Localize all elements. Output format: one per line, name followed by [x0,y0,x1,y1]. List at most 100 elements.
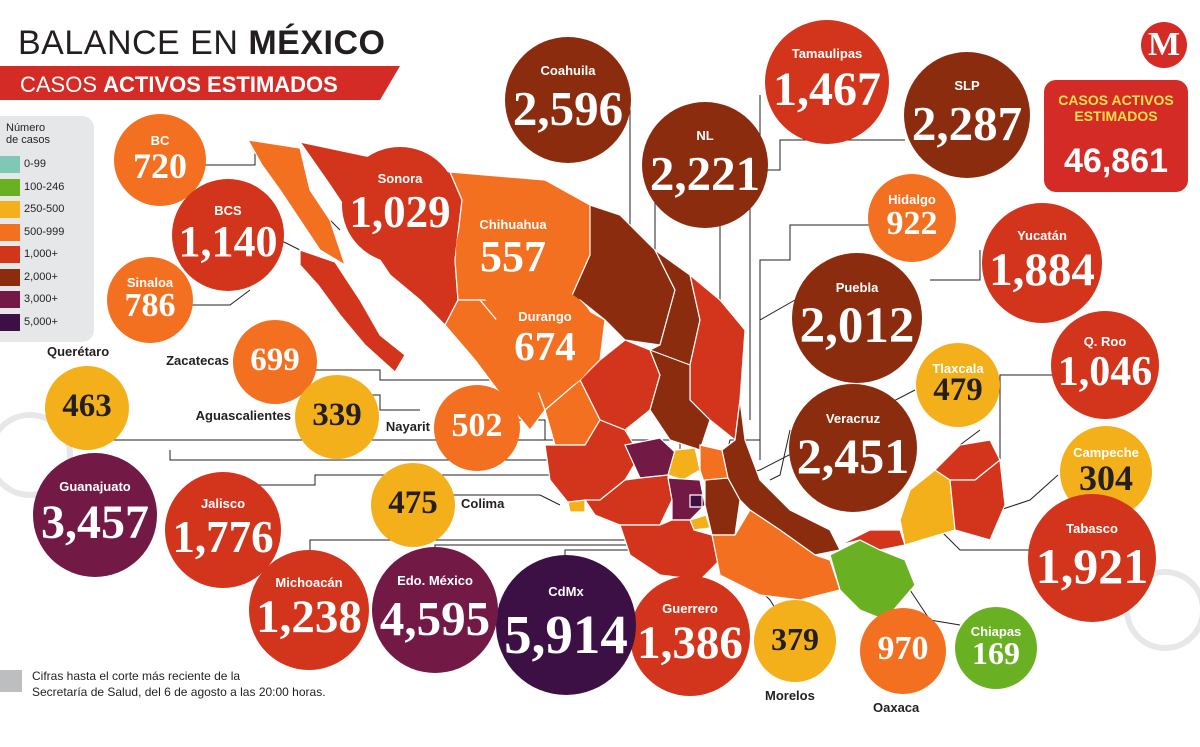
bubble-michoac-n: 1,238 Michoacán [249,550,369,670]
milenio-logo: M [1141,22,1187,68]
state-name: Querétaro [47,344,110,359]
page-subtitle: CASOS ACTIVOS ESTIMADOS [20,72,338,97]
state-name: Yucatán [1017,228,1067,244]
legend-label: 1,000+ [24,248,58,260]
legend-swatch [0,156,94,173]
region-baja-california [246,139,347,267]
state-name: Zacatecas [166,353,229,368]
state-name: Puebla [835,280,879,296]
state-name: SLP [954,78,980,94]
state-name: Q. Roo [1083,333,1127,349]
legend-item: 0-99 [0,156,94,173]
state-name: Guerrero [662,601,718,617]
bubble-jalisco: 1,776 Jalisco [165,472,281,588]
region-jalisco [544,419,641,506]
legend-label: 5,000+ [24,315,58,328]
region-quintana-roo [949,458,1006,541]
state-name: BCS [214,202,242,218]
legend-item: 5,000+ [0,313,94,331]
state-name: Tamaulipas [791,46,863,62]
state-name: Chihuahua [479,216,547,232]
state-name: Oaxaca [873,700,920,715]
legend-swatch [0,313,94,331]
state-value: 720 [133,146,187,187]
region-guanajuato [624,437,676,479]
bubble-sinaloa: 786 Sinaloa [107,257,193,343]
bubble-durango: 674 Durango [492,287,598,393]
bubble-bcs: 1,140 BCS [172,179,284,291]
bubble-coahuila: 2,596 Coahuila [505,37,631,163]
state-value: 502 [451,407,503,445]
legend-title: Número de casos [6,122,51,146]
state-value: 1,238 [256,591,362,644]
bubble-edo-m-xico: 4,595 Edo. México [372,547,498,673]
bubble-sonora: 1,029 Sonora [342,147,458,263]
bubble-morelos: 379 [754,600,836,682]
total-label: CASOS ACTIVOS ESTIMADOS [1058,92,1174,124]
footnote: Cifras hasta el corte más reciente de la… [32,669,326,699]
state-value: 970 [877,630,929,668]
legend-label: 2,000+ [24,270,58,283]
bubble-chiapas: 169 Chiapas [955,607,1037,689]
bubble-veracruz: 2,451 Veracruz [789,384,917,512]
state-name: Campeche [1073,445,1139,461]
state-name: Edo. México [397,573,473,589]
bubble-oaxaca: 970 [860,608,946,694]
legend-label: 250-500 [24,203,65,215]
bubble-tabasco: 1,921 Tabasco [1028,494,1156,622]
state-name: Veracruz [825,410,881,426]
bubble-zacatecas: 699 [233,320,317,404]
region-cdmx [689,494,703,508]
bubble-nayarit: 502 [434,385,520,471]
bubble-colima: 475 [371,463,455,547]
state-value: 5,914 [504,603,628,665]
state-value: 1,140 [178,217,278,267]
bubble-tlaxcala: 479 Tlaxcala [916,343,1000,427]
state-name: Guanajuato [59,479,131,495]
bubble-puebla: 2,012 Puebla [792,253,922,383]
state-value: 475 [388,484,438,521]
bubble-hidalgo: 922 Hidalgo [868,174,956,262]
state-value: 922 [886,204,938,242]
state-value: 304 [1079,458,1133,499]
region-oaxaca [711,509,841,601]
state-value: 339 [312,396,362,433]
legend-item: 1,000+ [0,246,94,263]
legend-label: 100-246 [24,180,65,193]
state-value: 557 [480,232,546,282]
state-value: 463 [62,387,112,424]
state-name: Tlaxcala [932,360,984,376]
state-name: Durango [518,309,572,325]
state-name: Coahuila [540,63,596,79]
legend-swatch [0,201,94,218]
bubble-nl: 2,221 NL [642,102,768,228]
state-name: BC [150,133,170,149]
legend-swatch [0,178,94,196]
legend-swatch [0,223,94,241]
state-value: 2,596 [512,80,624,136]
state-value: 786 [124,286,176,324]
state-value: 4,595 [379,590,491,646]
bubble-aguascalientes: 339 [295,375,379,459]
state-name: Michoacán [275,575,343,591]
state-value: 479 [933,372,983,409]
page-title: BALANCE EN MÉXICO [18,24,386,62]
bubble-guanajuato: 3,457 Guanajuato [33,453,157,577]
legend-label: 3,000+ [24,293,58,305]
state-name: Sonora [377,171,423,187]
state-name: Colima [461,496,505,511]
bubble-cdmx: 5,914 CdMx [496,555,636,695]
bubble-q-roo: 1,046 Q. Roo [1051,311,1159,419]
state-value: 1,884 [989,244,1095,297]
state-value: 1,046 [1057,348,1153,395]
state-value: 1,467 [773,62,881,116]
legend-swatch [0,291,94,308]
bubble-tamaulipas: 1,467 Tamaulipas [765,20,889,144]
region-baja-california-sur [299,249,406,373]
bubble-chihuahua: 557 Chihuahua [456,193,570,307]
legend-item: 3,000+ [0,291,94,308]
state-name: Jalisco [200,496,246,512]
state-value: 1,386 [637,617,743,670]
state-value: 2,012 [799,298,915,355]
bubble-slp: 2,287 SLP [904,52,1030,178]
